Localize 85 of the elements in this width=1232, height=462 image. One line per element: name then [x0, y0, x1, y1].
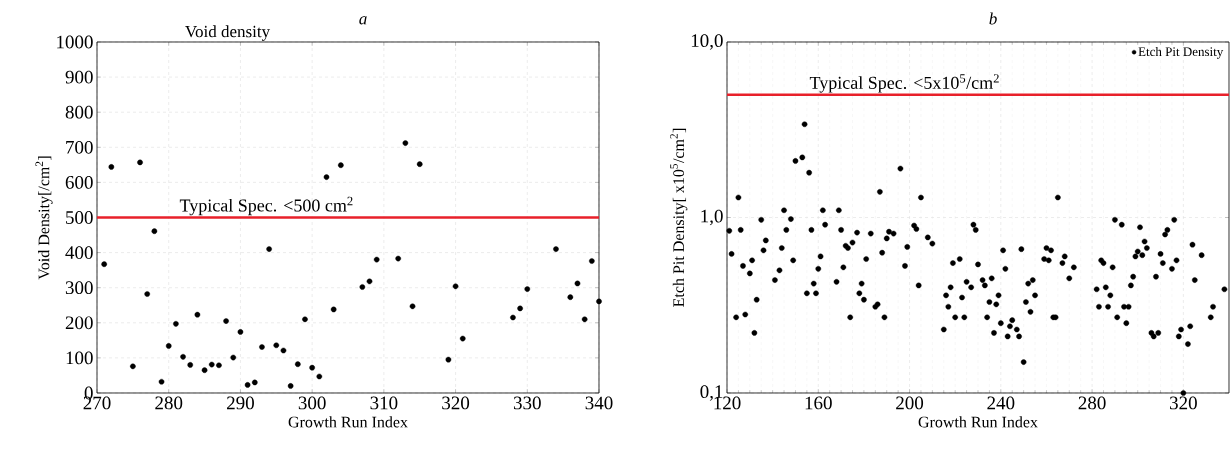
x-tick-label: 310	[370, 396, 398, 410]
point	[137, 159, 143, 166]
point	[251, 379, 258, 386]
point	[409, 303, 416, 310]
x-tick-label: 340	[585, 396, 613, 410]
point	[596, 298, 602, 305]
point	[158, 378, 165, 385]
x-axis-title: Growth Run Index	[288, 416, 408, 428]
point	[567, 294, 574, 300]
point	[295, 361, 301, 367]
point	[259, 344, 265, 350]
y-tick-label: 1,0	[701, 209, 723, 226]
point	[589, 258, 595, 264]
point	[359, 284, 366, 290]
y-tick-label: 100	[66, 351, 93, 365]
ref-line-label: Typical Spec. <5x10$^{5}$/cm$^{2}$	[809, 74, 999, 93]
x-axis-title: Growth Run Index	[918, 416, 1038, 428]
point	[517, 305, 523, 312]
y-tick-label: 1000	[57, 35, 93, 49]
point	[459, 335, 466, 342]
point	[323, 174, 330, 180]
y-tick-label: 700	[66, 140, 93, 154]
point	[366, 278, 373, 285]
point	[151, 228, 158, 234]
text: Void density	[185, 25, 271, 41]
x-tick-label: 280	[1078, 396, 1106, 410]
point	[280, 347, 287, 354]
x-tick-label: 300	[298, 396, 326, 410]
point	[338, 162, 344, 168]
y-tick-label: 800	[65, 105, 93, 119]
x-tick-label: 280	[155, 396, 183, 410]
y-axis-title: Etch Pit Density[ x10$^{5}$/cm$^{2}$]	[670, 128, 688, 307]
point	[373, 256, 380, 263]
y-tick-label: 900	[65, 70, 93, 84]
point	[445, 356, 452, 363]
point	[330, 306, 337, 313]
point	[187, 362, 194, 368]
point	[208, 361, 215, 368]
y-tick-label: 300	[65, 281, 93, 295]
point	[108, 164, 115, 170]
x-tick-label: 330	[513, 396, 541, 410]
chart-title: a	[359, 16, 367, 25]
x-tick-label: 290	[227, 396, 254, 410]
y-tick-label: 500	[66, 211, 93, 224]
point	[165, 343, 172, 349]
point	[302, 316, 308, 323]
point	[309, 364, 315, 371]
x-tick-label: 200	[896, 396, 924, 410]
point	[581, 316, 588, 323]
point	[416, 161, 423, 167]
point	[316, 373, 323, 380]
point	[244, 382, 251, 388]
point	[273, 342, 280, 349]
point	[237, 329, 244, 335]
point	[452, 283, 459, 290]
point	[101, 261, 107, 267]
point	[230, 354, 237, 361]
x-tick-label: 320	[1170, 396, 1197, 410]
point	[574, 280, 581, 287]
point	[201, 367, 208, 373]
point	[180, 354, 186, 360]
point	[287, 383, 294, 389]
point	[402, 140, 409, 146]
x-tick-label: 240	[987, 396, 1015, 410]
chart-title: b	[989, 12, 997, 25]
y-tick-label: 10,0	[691, 34, 723, 50]
point	[223, 318, 229, 324]
point	[524, 286, 531, 292]
legend-label: Etch Pit Density	[1138, 46, 1224, 59]
point	[130, 363, 136, 370]
point	[173, 321, 179, 327]
point	[395, 255, 401, 262]
point	[216, 362, 222, 369]
y-tick-label: 600	[65, 175, 93, 189]
point	[144, 291, 151, 297]
y-tick-label: 200	[65, 316, 93, 330]
y-tick-label: 400	[65, 246, 93, 259]
x-tick-label: 320	[442, 396, 470, 410]
y-axis-title: Void Density[/cm$^{2}$]	[35, 156, 53, 280]
point	[194, 311, 201, 318]
point	[553, 246, 559, 252]
point	[510, 314, 516, 321]
x-tick-label: 160	[805, 396, 832, 410]
ref-line-label: Typical Spec. <500 cm$^{2}$	[179, 196, 353, 216]
point	[266, 246, 272, 252]
